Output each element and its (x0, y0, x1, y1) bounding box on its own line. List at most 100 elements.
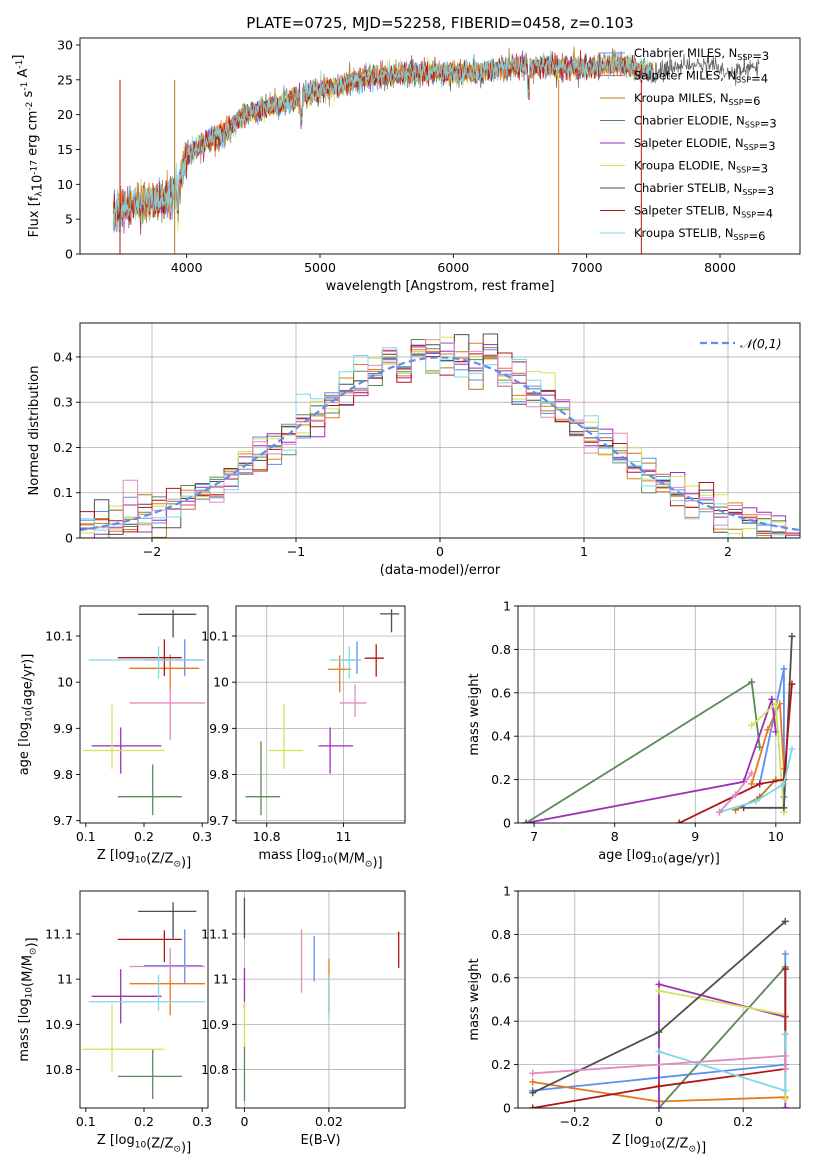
x-tick-label: 0.1 (76, 829, 96, 844)
y-tick-label: 20 (57, 107, 73, 122)
frame-p8: −0.2 0 0.2 0 0.2 0.4 0.6 0.8 1 Z [log10(Z/Z⊙)] mas… (467, 884, 801, 1155)
x-tick-label: −1 (287, 544, 305, 559)
weight-marker (655, 1104, 663, 1108)
weight-marker (748, 678, 756, 686)
axes-frame (235, 890, 406, 1109)
x-tick-label: 0.1 (76, 1114, 96, 1129)
y-tick-label: 9.7 (209, 813, 229, 828)
x-axis-label: Z [log10(Z/Z⊙)] (97, 1133, 191, 1155)
plot-area-p3 (82, 609, 206, 816)
y-tick-label: 0 (503, 1101, 511, 1116)
weight-marker (748, 721, 756, 729)
x-tick-label: 5000 (304, 260, 336, 275)
plot-area-p6 (82, 902, 206, 1099)
x-tick-label: 0.3 (192, 829, 212, 844)
weight-marker (748, 769, 756, 777)
histogram-model-9 (80, 339, 800, 536)
weight-line-0 (758, 668, 785, 797)
weight-marker (788, 745, 796, 753)
x-axis-label: Z [log10(Z/Z⊙)] (612, 1133, 706, 1155)
frame-sed: 4000 5000 6000 7000 8000 0 5 10 15 20 25 30 waveleng… (11, 37, 801, 294)
x-tick-label: 0 (240, 1114, 248, 1129)
legend-label: Salpeter ELODIE, NSSP=3 (634, 136, 776, 153)
axes-p4: 10.8 11 9.7 9.8 9.9 10 10.1 mass [log10(M/M⊙)] (201, 605, 406, 870)
x-tick-label: 0 (655, 1114, 663, 1129)
weight-line-7 (532, 969, 787, 1108)
y-tick-label: 0.4 (53, 349, 73, 364)
y-axis-label: age [log10(age/yr)] (17, 654, 36, 776)
weight-marker (752, 797, 760, 805)
y-tick-label: 30 (57, 37, 73, 52)
y-tick-label: 10 (213, 675, 229, 690)
x-tick-label: 0.2 (733, 1114, 753, 1129)
y-tick-label: 15 (57, 142, 73, 157)
y-axis-label: Normed distribution (27, 366, 42, 496)
spectrum-model-8 (112, 49, 654, 234)
y-tick-label: 10.1 (201, 629, 229, 644)
plot-area-sed (112, 46, 760, 254)
y-tick-label: 0.4 (491, 1014, 511, 1029)
weight-marker (522, 819, 530, 823)
x-tick-label: 0.2 (134, 829, 154, 844)
y-tick-label: 0.2 (491, 772, 511, 787)
plot-area-p4 (245, 609, 400, 816)
y-tick-label: 5 (65, 212, 73, 227)
weight-marker (756, 743, 764, 751)
weight-marker (768, 695, 776, 703)
y-tick-label: 25 (57, 72, 73, 87)
weight-marker (529, 1089, 537, 1097)
plot-area-p5 (522, 632, 796, 823)
weight-marker (529, 1104, 537, 1108)
y-axis-label: Flux [fλ10-17 erg cm-2 s-1 A-1] (11, 55, 46, 238)
weight-line-4 (525, 699, 777, 823)
y-axis-label: mass weight (467, 958, 482, 1040)
y-tick-label: 1 (503, 884, 511, 899)
y-tick-label: 11.1 (201, 926, 229, 941)
legend-label: Kroupa ELODIE, NSSP=3 (634, 159, 768, 176)
x-axis-label: wavelength [Angstrom, rest frame] (326, 279, 555, 294)
x-tick-label: 7000 (571, 260, 603, 275)
y-tick-label: 1 (503, 599, 511, 614)
weight-marker (780, 780, 788, 788)
x-tick-label: 0.3 (192, 1114, 212, 1129)
x-tick-label: 9 (691, 829, 699, 844)
x-tick-label: 7 (530, 829, 538, 844)
weight-marker (781, 965, 789, 973)
legend-label: Kroupa MILES, NSSP=6 (634, 91, 760, 108)
x-tick-label: 1 (580, 544, 588, 559)
axes-frame (79, 37, 801, 255)
x-axis-label: age [log10(age/yr)] (598, 848, 720, 867)
frame-p7: 0 0.02 10.8 10.9 11 11.1 E(B-V) (201, 890, 406, 1148)
axes-p7: 0 0.02 10.8 10.9 11 11.1 E(B-V) (201, 890, 406, 1148)
y-tick-label: 0.2 (53, 440, 73, 455)
weight-marker (655, 1028, 663, 1036)
axes-frame (235, 605, 406, 824)
legend-label: Chabrier MILES, NSSP=3 (634, 46, 769, 63)
weight-line-3 (658, 964, 787, 1108)
y-tick-label: 0.6 (491, 685, 511, 700)
chart-title: PLATE=0725, MJD=52258, FIBERID=0458, z=0… (246, 14, 633, 32)
weight-marker (756, 780, 764, 788)
weight-marker (655, 1048, 663, 1056)
histogram-model-6 (80, 333, 800, 538)
weight-marker (780, 665, 788, 673)
y-tick-label: 10.9 (201, 1017, 229, 1032)
axes-frame (517, 605, 801, 824)
y-tick-label: 9.9 (209, 721, 229, 736)
weight-marker (732, 791, 740, 799)
y-tick-label: 9.7 (53, 813, 73, 828)
axes-p5: 7 8 9 10 0 0.2 0.4 0.6 0.8 1 age [log10(age/yr)] ma… (467, 599, 801, 867)
legend-sed: Chabrier MILES, NSSP=3 Salpeter MILES, NS… (600, 46, 777, 243)
weight-marker (781, 1087, 789, 1095)
plot-area-p8 (529, 917, 789, 1108)
x-tick-label: 0.02 (315, 1114, 343, 1129)
frame-p4: 10.8 11 9.7 9.8 9.9 10 10.1 mass [log10(M/M⊙)] (201, 605, 406, 870)
frame-p6: 0.1 0.2 0.3 10.8 10.9 11 11.1 Z [log10(Z/Z⊙)] ma… (17, 890, 212, 1155)
legend-label: Chabrier STELIB, NSSP=3 (634, 181, 774, 198)
y-tick-label: 9.8 (209, 767, 229, 782)
weight-marker (655, 1082, 663, 1090)
y-tick-label: 0.3 (53, 395, 73, 410)
axes-p8: −0.2 0 0.2 0 0.2 0.4 0.6 0.8 1 Z [log10(Z/Z⊙)] mas… (467, 884, 801, 1155)
y-tick-label: 0.1 (53, 485, 73, 500)
